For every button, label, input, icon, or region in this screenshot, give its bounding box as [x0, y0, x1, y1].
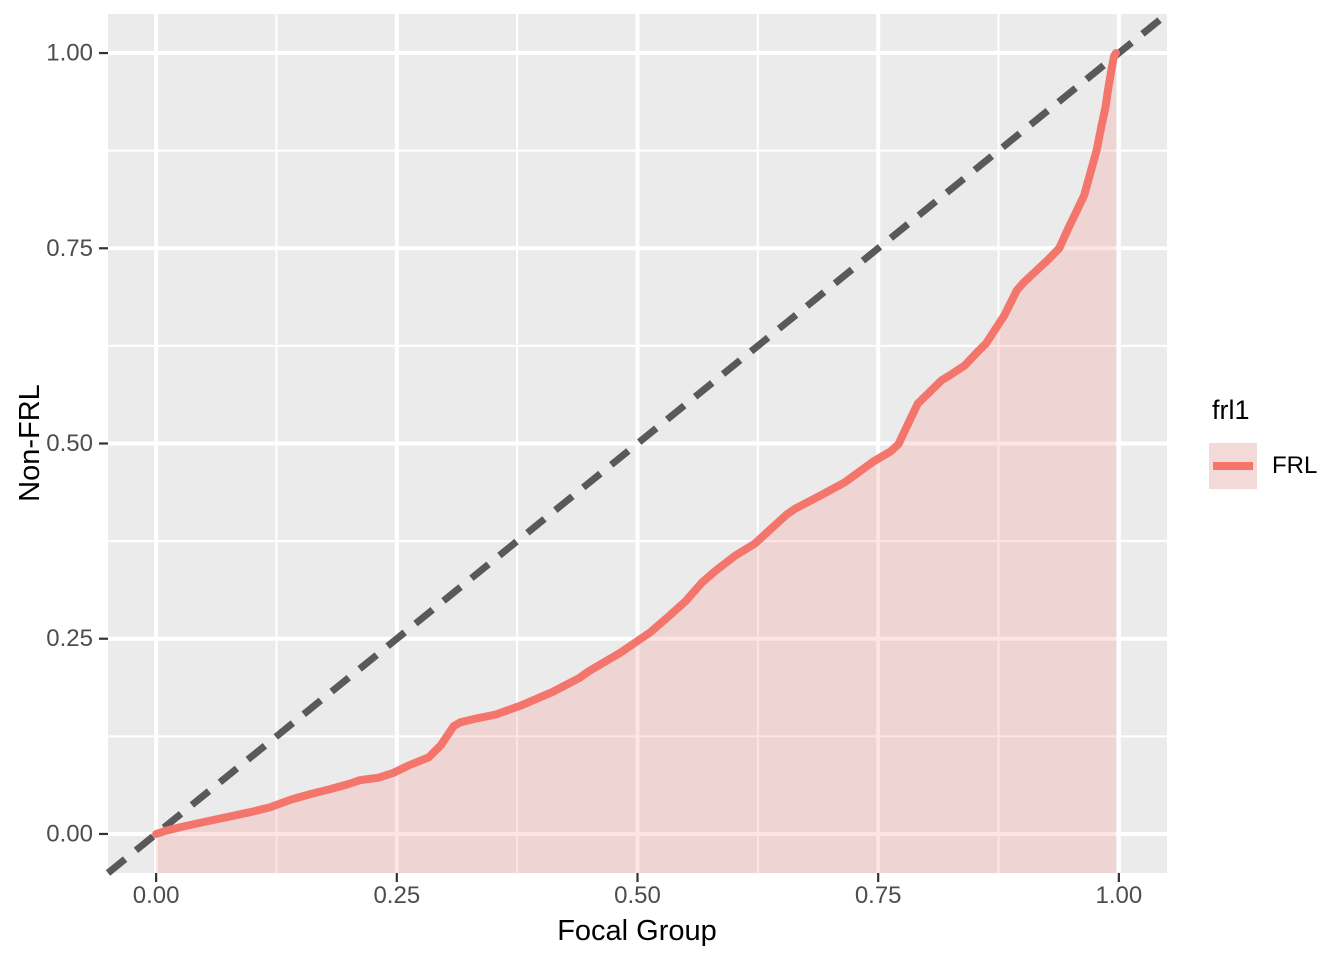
y-tick-label: 1.00	[46, 40, 93, 67]
y-tick-label: 0.00	[46, 820, 93, 847]
legend-title: frl1	[1212, 395, 1250, 425]
identity-dashed-line	[105, 11, 1170, 876]
y-tick-label: 0.25	[46, 625, 93, 652]
legend-key-swatch	[1209, 442, 1257, 489]
legend: frl1 FRL	[1209, 395, 1318, 489]
x-tick-label: 0.00	[133, 882, 180, 909]
y-tick-label: 0.75	[46, 235, 93, 262]
legend-key-line-icon	[1213, 461, 1253, 470]
x-tick-label: 1.00	[1096, 882, 1143, 909]
frl-ribbon-fill	[156, 53, 1117, 873]
legend-entry-frl: FRL	[1209, 442, 1318, 489]
y-tick-label: 0.50	[46, 430, 93, 457]
y-axis-title: Non-FRL	[14, 384, 46, 502]
frl-curve	[152, 49, 1120, 838]
x-tick-label: 0.50	[614, 882, 661, 909]
x-tick-label: 0.75	[855, 882, 902, 909]
x-axis-title: Focal Group	[557, 915, 717, 947]
axis-tick-marks	[99, 51, 1120, 882]
legend-item-label: FRL	[1272, 451, 1318, 479]
x-tick-label: 0.25	[373, 882, 420, 909]
